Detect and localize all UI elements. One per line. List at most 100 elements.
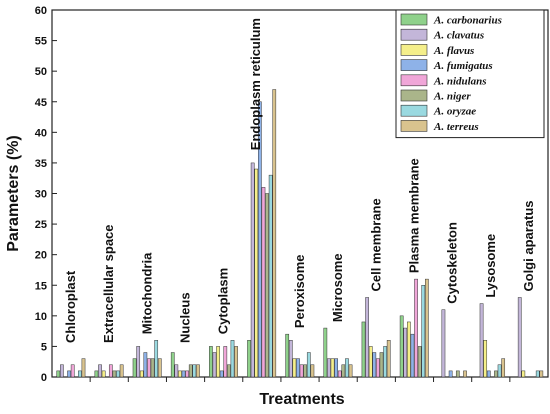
y-tick-label: 40 bbox=[35, 127, 47, 139]
x-axis-title: Treatments bbox=[259, 391, 344, 408]
bar bbox=[265, 193, 269, 378]
bar bbox=[386, 340, 391, 378]
bar bbox=[150, 358, 155, 378]
bar bbox=[70, 364, 75, 378]
y-tick-label: 50 bbox=[35, 66, 47, 78]
bar bbox=[296, 358, 300, 378]
bar bbox=[227, 364, 231, 378]
bar bbox=[379, 352, 384, 378]
bar bbox=[181, 370, 186, 378]
y-tick-label: 5 bbox=[41, 341, 47, 353]
bar bbox=[136, 346, 141, 378]
bar bbox=[81, 358, 86, 378]
bar bbox=[463, 370, 467, 378]
bar bbox=[56, 370, 61, 378]
bar bbox=[323, 327, 328, 378]
y-tick-label: 25 bbox=[35, 219, 47, 231]
bar bbox=[494, 370, 498, 378]
y-axis-title: Parameters (%) bbox=[5, 135, 22, 252]
legend-swatch bbox=[400, 120, 428, 132]
y-tick-label: 20 bbox=[35, 250, 47, 262]
bar bbox=[147, 358, 151, 378]
bar bbox=[483, 340, 488, 378]
bar bbox=[219, 370, 224, 378]
y-tick-label: 35 bbox=[35, 158, 47, 170]
legend-label: A. nidulans bbox=[433, 75, 487, 87]
bar bbox=[334, 358, 338, 378]
bar bbox=[209, 346, 213, 378]
bar bbox=[258, 101, 262, 378]
bar bbox=[247, 340, 251, 378]
bar bbox=[448, 370, 453, 378]
category-label: Extracellular space bbox=[101, 224, 116, 343]
legend-label: A. oryzae bbox=[433, 106, 476, 118]
category-label: Chloroplast bbox=[63, 270, 78, 343]
bar bbox=[383, 346, 387, 378]
bar bbox=[143, 352, 148, 378]
bar bbox=[272, 89, 277, 378]
bar bbox=[501, 358, 506, 378]
bar bbox=[94, 370, 99, 378]
bar bbox=[230, 340, 235, 378]
bar bbox=[327, 358, 331, 378]
category-labels: Chloroplast Extracellular space Mitochondr… bbox=[63, 18, 536, 343]
bar bbox=[407, 321, 411, 378]
y-tick-label: 10 bbox=[35, 311, 47, 323]
bar bbox=[157, 358, 162, 378]
legend-label: A. niger bbox=[433, 91, 471, 103]
bar bbox=[486, 370, 491, 378]
bar bbox=[185, 370, 189, 378]
category-label: Nucleus bbox=[178, 292, 193, 343]
legend-swatch bbox=[400, 104, 428, 117]
legend-swatch bbox=[400, 28, 428, 41]
bar bbox=[60, 364, 64, 378]
bar bbox=[234, 346, 238, 378]
legend-label: A. clavatus bbox=[433, 30, 484, 42]
bar bbox=[108, 364, 113, 378]
bar bbox=[98, 364, 102, 378]
legend-label: A. fumigatus bbox=[433, 60, 493, 72]
bar bbox=[196, 364, 200, 378]
bar bbox=[139, 370, 144, 378]
bar bbox=[368, 346, 373, 378]
bar bbox=[479, 303, 484, 378]
bar bbox=[455, 370, 460, 378]
category-label: Cell membrane bbox=[368, 198, 383, 291]
bar bbox=[119, 364, 124, 378]
bar bbox=[417, 346, 422, 378]
bar bbox=[425, 278, 429, 378]
bar bbox=[78, 370, 82, 378]
bar bbox=[216, 346, 220, 378]
bar bbox=[268, 174, 273, 378]
category-label: Mitochondria bbox=[139, 252, 154, 334]
bar bbox=[112, 370, 117, 378]
category-label: Cytoskeleton bbox=[445, 222, 460, 304]
bar bbox=[341, 364, 346, 378]
y-tick-label: 45 bbox=[35, 97, 47, 109]
bar bbox=[101, 370, 106, 378]
bar bbox=[292, 358, 297, 378]
bar bbox=[365, 297, 369, 378]
y-tick-label: 15 bbox=[35, 280, 47, 292]
bar bbox=[178, 370, 182, 378]
bar bbox=[67, 370, 71, 378]
category-label: Plasma membrane bbox=[406, 158, 421, 273]
y-tick-label: 0 bbox=[41, 372, 47, 384]
bar bbox=[410, 333, 415, 378]
bar bbox=[330, 358, 335, 378]
bar bbox=[306, 352, 311, 378]
bar bbox=[421, 285, 426, 378]
legend-swatch bbox=[400, 89, 428, 102]
bar bbox=[192, 364, 197, 378]
legend-label: A. terreus bbox=[433, 121, 479, 133]
bar bbox=[337, 370, 342, 378]
bar bbox=[174, 364, 179, 378]
bar bbox=[414, 278, 418, 378]
bar bbox=[223, 346, 228, 378]
bar bbox=[399, 315, 404, 378]
bar bbox=[250, 162, 255, 378]
bar bbox=[188, 364, 193, 378]
legend-swatch bbox=[400, 59, 428, 71]
legend-label: A. carbonarius bbox=[433, 15, 502, 27]
